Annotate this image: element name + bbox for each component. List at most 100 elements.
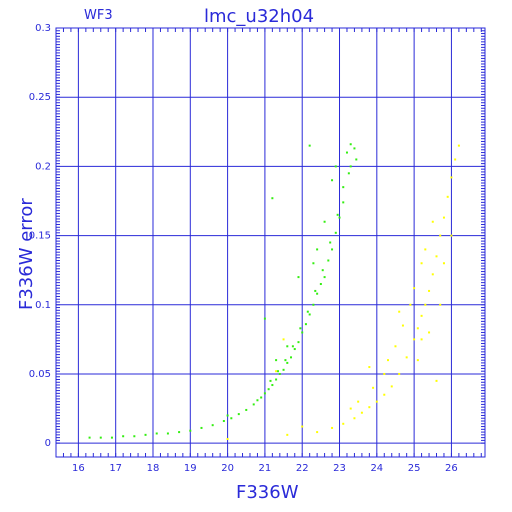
data-point xyxy=(263,392,266,395)
data-point xyxy=(420,314,423,317)
data-point xyxy=(260,396,263,399)
data-point xyxy=(144,433,147,436)
data-point xyxy=(245,408,248,411)
data-point xyxy=(211,424,214,427)
data-point xyxy=(319,283,322,286)
x-tick-label: 26 xyxy=(445,463,458,474)
data-point xyxy=(271,197,274,200)
data-point xyxy=(398,310,401,313)
data-point xyxy=(278,372,281,375)
data-point xyxy=(99,436,102,439)
data-point xyxy=(428,289,431,292)
data-point xyxy=(357,400,360,403)
data-point xyxy=(446,195,449,198)
data-point xyxy=(293,348,296,351)
data-point xyxy=(428,331,431,334)
data-point xyxy=(338,216,341,219)
data-point xyxy=(409,303,412,306)
data-point xyxy=(331,248,334,251)
data-point xyxy=(413,338,416,341)
data-point xyxy=(442,262,445,265)
data-point xyxy=(329,241,332,244)
y-tick-label: 0.05 xyxy=(29,369,51,380)
y-tick-label: 0.1 xyxy=(35,300,51,311)
x-tick-label: 18 xyxy=(147,463,160,474)
data-point xyxy=(297,341,300,344)
y-tick-label: 0.25 xyxy=(29,92,51,103)
data-point xyxy=(166,432,169,435)
x-tick-label: 16 xyxy=(72,463,85,474)
data-point xyxy=(383,372,386,375)
data-point xyxy=(316,292,319,295)
data-point xyxy=(401,324,404,327)
data-point xyxy=(349,165,352,168)
chart-subtitle: WF3 xyxy=(84,8,113,23)
data-point xyxy=(336,213,339,216)
data-point xyxy=(312,303,315,306)
data-point xyxy=(450,176,453,179)
data-point xyxy=(263,317,266,320)
x-tick-label: 17 xyxy=(109,463,122,474)
data-point xyxy=(435,255,438,258)
data-point xyxy=(353,417,356,420)
data-point xyxy=(424,248,427,251)
data-point xyxy=(394,345,397,348)
data-point xyxy=(431,273,434,276)
data-point xyxy=(133,435,136,438)
data-point xyxy=(413,287,416,290)
data-point xyxy=(331,426,334,429)
data-point xyxy=(334,165,337,168)
data-point xyxy=(267,388,270,391)
data-point xyxy=(299,327,302,330)
data-point xyxy=(457,144,460,147)
y-tick-label: 0.15 xyxy=(29,231,51,242)
x-tick-label: 22 xyxy=(296,463,309,474)
data-point xyxy=(275,359,278,362)
data-point xyxy=(286,345,289,348)
data-point xyxy=(301,425,304,428)
y-tick-label: 0.2 xyxy=(35,161,51,172)
data-point xyxy=(345,151,348,154)
data-point xyxy=(230,417,233,420)
data-point xyxy=(178,431,181,434)
y-tick-label: 0.3 xyxy=(35,23,51,34)
data-point xyxy=(454,158,457,161)
data-point xyxy=(304,323,307,326)
data-point xyxy=(308,313,311,316)
x-tick-label: 25 xyxy=(408,463,421,474)
data-point xyxy=(420,338,423,341)
data-point xyxy=(226,438,229,441)
data-point xyxy=(282,338,285,341)
y-axis-label: F336W error xyxy=(16,198,37,310)
data-point xyxy=(368,366,371,369)
data-point xyxy=(308,144,311,147)
data-point xyxy=(323,276,326,279)
data-point xyxy=(301,331,304,334)
data-point xyxy=(275,370,278,373)
data-point xyxy=(269,379,272,382)
data-point xyxy=(355,158,358,161)
data-point xyxy=(405,356,408,359)
data-point xyxy=(342,422,345,425)
data-point xyxy=(237,413,240,416)
data-point xyxy=(306,310,309,313)
axis-ticks xyxy=(55,27,485,457)
data-point xyxy=(284,359,287,362)
data-points xyxy=(88,143,460,441)
data-point xyxy=(383,393,386,396)
data-point xyxy=(368,406,371,409)
chart-title: lmc_u32h04 xyxy=(204,6,315,27)
data-point xyxy=(189,429,192,432)
data-point xyxy=(321,269,324,272)
x-tick-label: 23 xyxy=(333,463,346,474)
data-point xyxy=(342,186,345,189)
data-point xyxy=(387,359,390,362)
data-point xyxy=(312,262,315,265)
data-point xyxy=(276,370,279,373)
data-point xyxy=(155,432,158,435)
data-point xyxy=(226,414,229,417)
data-point xyxy=(353,147,356,150)
x-tick-label: 19 xyxy=(184,463,197,474)
x-tick-label: 20 xyxy=(221,463,234,474)
